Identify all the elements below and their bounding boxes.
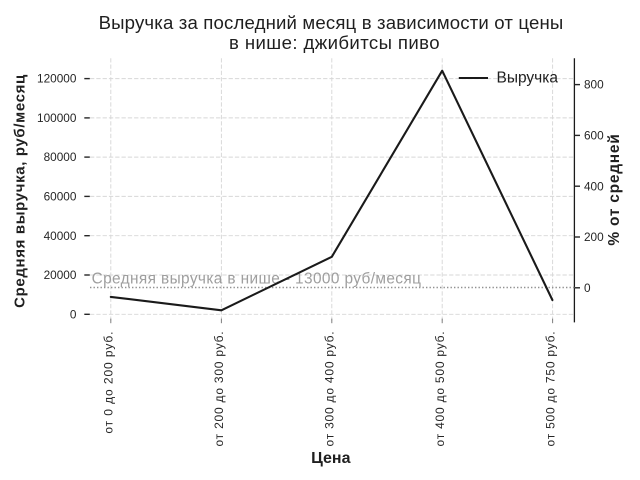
svg-text:Средняя выручка, руб/месяц: Средняя выручка, руб/месяц [12, 74, 29, 308]
svg-text:100000: 100000 [37, 111, 77, 125]
svg-text:20000: 20000 [44, 268, 77, 282]
svg-text:800: 800 [584, 78, 604, 92]
svg-text:от 200 до 300 руб.: от 200 до 300 руб. [212, 331, 226, 447]
svg-text:от 0 до 200 руб.: от 0 до 200 руб. [102, 331, 116, 434]
svg-text:80000: 80000 [44, 150, 77, 164]
svg-text:Средняя выручка в нише - 13000: Средняя выручка в нише - 13000 руб/месяц [92, 271, 422, 288]
svg-text:40000: 40000 [44, 229, 77, 243]
svg-text:120000: 120000 [37, 72, 77, 86]
svg-text:% от средней: % от средней [606, 133, 623, 245]
svg-text:0: 0 [584, 281, 591, 295]
svg-text:60000: 60000 [44, 190, 77, 204]
svg-text:Выручка за последний месяц в з: Выручка за последний месяц в зависимости… [99, 12, 564, 33]
svg-text:200: 200 [584, 230, 604, 244]
svg-text:0: 0 [70, 307, 77, 321]
svg-text:в нише: джибитсы пиво: в нише: джибитсы пиво [229, 32, 440, 53]
svg-text:Цена: Цена [311, 450, 350, 467]
svg-text:400: 400 [584, 179, 604, 193]
svg-text:от 500 до 750 руб.: от 500 до 750 руб. [543, 331, 557, 447]
svg-text:600: 600 [584, 129, 604, 143]
svg-text:Выручка: Выручка [497, 69, 559, 86]
svg-text:от 400 до 500 руб.: от 400 до 500 руб. [433, 331, 447, 447]
svg-text:от 300 до 400 руб.: от 300 до 400 руб. [323, 331, 337, 447]
